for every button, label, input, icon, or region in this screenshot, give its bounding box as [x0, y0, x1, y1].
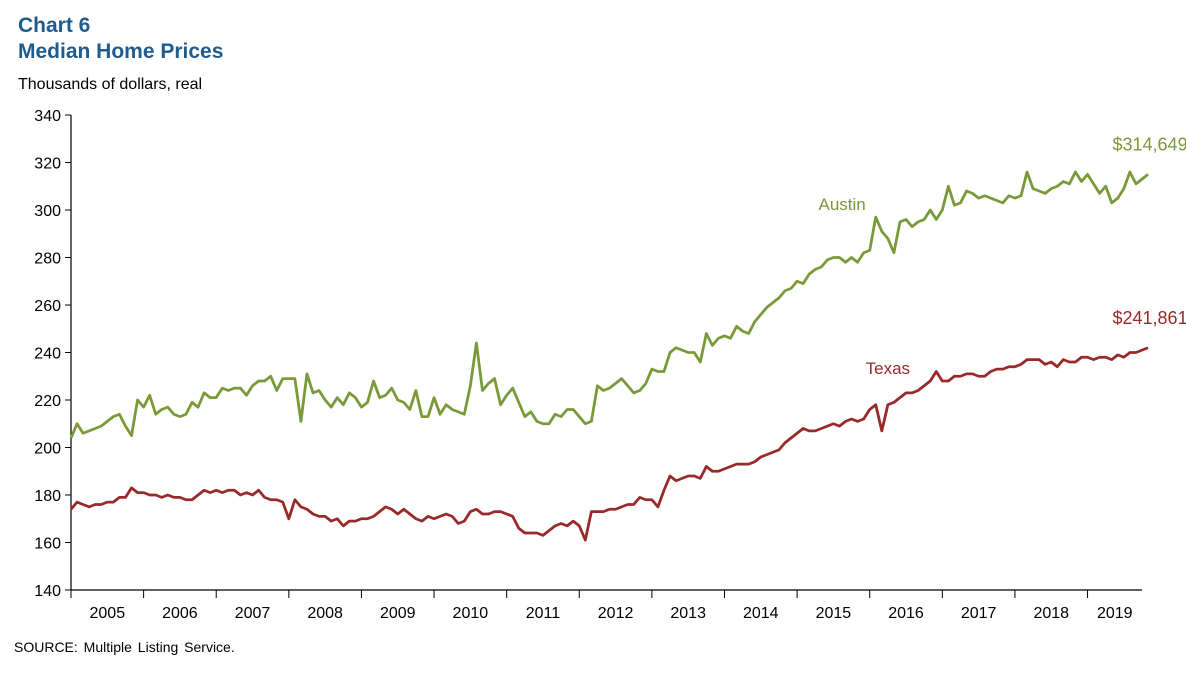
y-tick-label: 280 — [34, 251, 61, 268]
series-label-austin: Austin — [818, 195, 865, 214]
x-tick-label: 2015 — [816, 605, 852, 622]
y-tick-label: 140 — [34, 583, 61, 600]
y-tick-label: 220 — [34, 393, 61, 410]
x-tick-label: 2013 — [670, 605, 706, 622]
x-tick-label: 2018 — [1033, 605, 1069, 622]
y-tick-label: 240 — [34, 346, 61, 363]
x-tick-label: 2007 — [235, 605, 271, 622]
series-lines — [69, 170, 1149, 542]
y-tick-label: 180 — [34, 488, 61, 505]
end-value-label-austin: $314,649 — [1113, 134, 1186, 154]
y-tick-label: 200 — [34, 441, 61, 458]
y-axis-ticks: 140 160 180 200 220 240 260 280 300 320 340 — [34, 108, 71, 600]
x-tick-label: 2009 — [380, 605, 416, 622]
x-tick-label: 2008 — [307, 605, 343, 622]
x-tick-label: 2006 — [162, 605, 198, 622]
axes — [70, 115, 1142, 591]
series-labels: Austin $314,649 Texas $241,861 — [818, 134, 1186, 378]
source-note: SOURCE: Multiple Listing Service. — [14, 639, 235, 655]
x-tick-label: 2017 — [961, 605, 997, 622]
y-tick-label: 320 — [34, 156, 61, 173]
series-line-austin — [69, 170, 1149, 439]
end-value-label-texas: $241,861 — [1113, 308, 1186, 328]
x-tick-label: 2012 — [598, 605, 634, 622]
x-tick-label: 2014 — [743, 605, 779, 622]
chart-title: Median Home Prices — [18, 40, 224, 63]
x-tick-label: 2019 — [1097, 605, 1133, 622]
x-axis-ticks: 2005 2006 2007 2008 2009 2010 2011 2012 2013 2014… — [70, 590, 1133, 622]
x-tick-label: 2005 — [90, 605, 126, 622]
series-line-texas — [69, 346, 1149, 542]
y-tick-label: 260 — [34, 298, 61, 315]
series-label-texas: Texas — [866, 359, 910, 378]
x-tick-label: 2016 — [888, 605, 924, 622]
x-tick-label: 2011 — [526, 605, 561, 622]
y-tick-label: 160 — [34, 536, 61, 553]
y-tick-label: 300 — [34, 203, 61, 220]
chart-number: Chart 6 — [18, 14, 91, 37]
y-tick-label: 340 — [34, 108, 61, 125]
x-tick-label: 2010 — [453, 605, 489, 622]
y-axis-label: Thousands of dollars, real — [18, 76, 203, 93]
